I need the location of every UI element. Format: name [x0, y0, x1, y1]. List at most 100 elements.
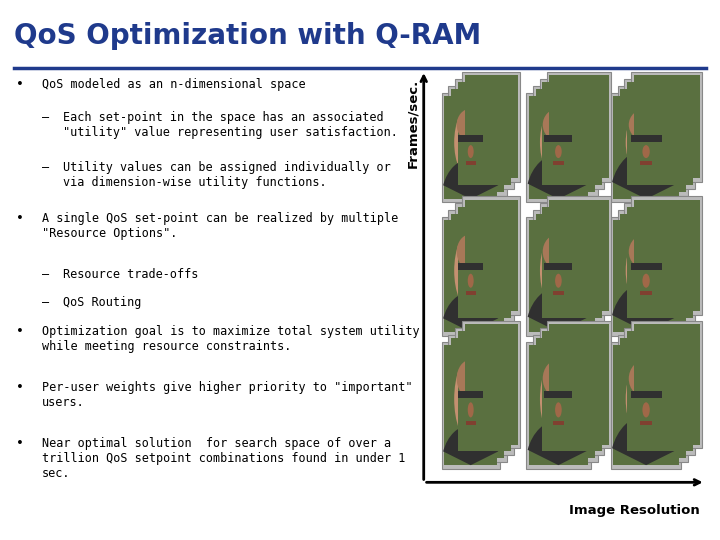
- Ellipse shape: [543, 109, 574, 141]
- Bar: [613, 96, 679, 199]
- Ellipse shape: [642, 274, 649, 288]
- Ellipse shape: [454, 232, 487, 310]
- Text: A single QoS set-point can be realized by multiple
"Resource Options".: A single QoS set-point can be realized b…: [42, 212, 398, 240]
- Text: •: •: [16, 437, 24, 450]
- Text: Each set-point in the space has an associated
"utility" value representing user : Each set-point in the space has an assoc…: [63, 111, 398, 139]
- Text: •: •: [16, 212, 24, 225]
- Bar: [611, 341, 682, 469]
- Bar: [536, 214, 595, 325]
- Bar: [526, 341, 590, 469]
- Bar: [549, 76, 609, 178]
- Bar: [444, 96, 498, 199]
- Ellipse shape: [629, 109, 663, 141]
- Bar: [526, 92, 590, 202]
- Bar: [441, 341, 500, 469]
- Bar: [618, 335, 688, 462]
- Bar: [464, 76, 518, 178]
- Bar: [613, 345, 679, 465]
- Text: QoS Routing: QoS Routing: [63, 296, 142, 309]
- Bar: [546, 197, 611, 315]
- Bar: [631, 390, 662, 399]
- Wedge shape: [444, 425, 498, 465]
- Bar: [444, 96, 498, 199]
- Bar: [640, 161, 652, 165]
- Bar: [627, 331, 693, 451]
- Bar: [458, 135, 483, 142]
- Bar: [455, 79, 513, 188]
- Ellipse shape: [555, 274, 562, 288]
- Bar: [624, 203, 696, 322]
- Ellipse shape: [468, 274, 474, 288]
- Ellipse shape: [456, 109, 485, 141]
- Bar: [449, 335, 507, 462]
- Bar: [449, 210, 507, 329]
- Text: •: •: [16, 381, 24, 394]
- Ellipse shape: [540, 357, 577, 441]
- Ellipse shape: [456, 234, 485, 269]
- Wedge shape: [612, 416, 680, 465]
- Bar: [546, 72, 611, 182]
- Bar: [613, 220, 679, 332]
- Text: Frames/sec.: Frames/sec.: [406, 79, 419, 168]
- Bar: [627, 207, 693, 319]
- Bar: [613, 96, 679, 199]
- Bar: [640, 291, 652, 295]
- Bar: [526, 217, 590, 335]
- Bar: [444, 345, 498, 465]
- Bar: [528, 96, 588, 199]
- Text: •: •: [16, 325, 24, 338]
- Bar: [553, 291, 564, 295]
- Bar: [528, 345, 588, 465]
- Ellipse shape: [543, 360, 574, 397]
- Bar: [528, 220, 588, 332]
- Ellipse shape: [456, 360, 485, 397]
- Bar: [631, 263, 662, 270]
- Ellipse shape: [540, 232, 577, 310]
- Bar: [458, 331, 511, 451]
- Bar: [466, 161, 476, 165]
- Bar: [533, 210, 598, 329]
- Text: Optimization goal is to maximize total system utility
while meeting resource con: Optimization goal is to maximize total s…: [42, 325, 419, 353]
- Bar: [540, 203, 604, 322]
- Bar: [542, 82, 602, 185]
- Bar: [449, 86, 507, 195]
- Bar: [549, 325, 609, 444]
- Wedge shape: [528, 420, 589, 465]
- Bar: [613, 345, 679, 465]
- Text: Image Resolution: Image Resolution: [569, 504, 699, 517]
- Bar: [462, 72, 521, 182]
- Text: •: •: [16, 78, 24, 91]
- Wedge shape: [612, 150, 680, 199]
- Ellipse shape: [468, 145, 474, 158]
- Ellipse shape: [555, 145, 562, 158]
- Ellipse shape: [468, 402, 474, 417]
- Bar: [451, 338, 504, 458]
- Bar: [455, 203, 513, 322]
- Text: QoS modeled as an n-dimensional space: QoS modeled as an n-dimensional space: [42, 78, 305, 91]
- Text: –: –: [42, 161, 49, 174]
- Bar: [441, 92, 500, 202]
- Bar: [451, 89, 504, 192]
- Wedge shape: [528, 287, 589, 332]
- Bar: [618, 86, 688, 195]
- Text: –: –: [42, 296, 49, 309]
- Bar: [620, 338, 686, 458]
- Text: –: –: [42, 111, 49, 124]
- Bar: [444, 220, 498, 332]
- Bar: [444, 96, 498, 199]
- Wedge shape: [444, 159, 498, 199]
- Bar: [634, 200, 700, 312]
- Bar: [466, 421, 476, 426]
- Bar: [464, 325, 518, 444]
- Text: Resource trade-offs: Resource trade-offs: [63, 268, 199, 281]
- Bar: [620, 214, 686, 325]
- Bar: [458, 207, 511, 319]
- Bar: [553, 161, 564, 165]
- Bar: [624, 328, 696, 455]
- Ellipse shape: [626, 357, 667, 441]
- Bar: [544, 390, 572, 399]
- Wedge shape: [528, 154, 589, 199]
- Bar: [462, 321, 521, 448]
- Bar: [533, 86, 598, 195]
- Bar: [464, 200, 518, 312]
